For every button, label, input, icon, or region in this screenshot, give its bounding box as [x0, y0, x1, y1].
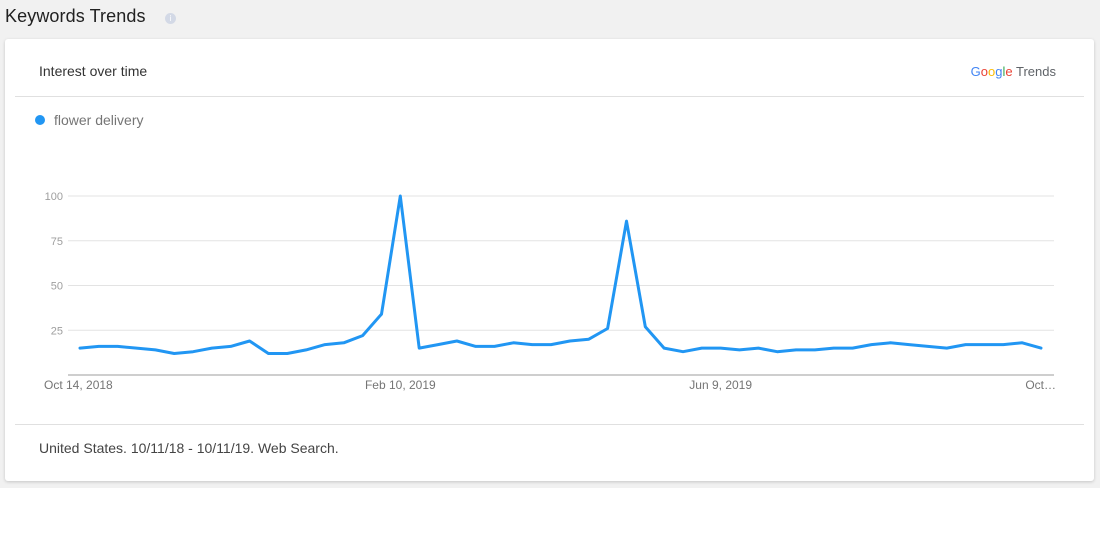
footer-divider: [15, 424, 1084, 425]
card-title: Interest over time: [39, 63, 148, 79]
legend-marker: [35, 115, 45, 125]
series-line-flower-delivery: [78, 194, 1043, 355]
y-tick-label: 25: [51, 325, 63, 337]
header-divider: [15, 96, 1084, 97]
google-letter: o: [980, 64, 989, 79]
google-letter: e: [1005, 64, 1013, 79]
y-tick-label: 50: [51, 281, 63, 293]
x-tick-label: Jun 9, 2019: [689, 378, 752, 392]
google-letter: o: [988, 64, 996, 79]
chart-legend: flower delivery: [35, 112, 143, 128]
footer-text: United States. 10/11/18 - 10/11/19. Web …: [39, 440, 339, 456]
y-tick-label: 75: [51, 236, 63, 248]
legend-label: flower delivery: [54, 112, 144, 128]
google-letter: G: [970, 64, 981, 79]
info-icon[interactable]: i: [165, 13, 176, 24]
interest-over-time-chart: 25 50 75 100 Oct 14, 2018 Feb 10, 2019 Jun 9, …: [44, 191, 1056, 392]
section-title: Keywords Trends: [5, 6, 146, 26]
x-tick-label: Oct 14, 2018: [44, 378, 113, 392]
trends-card: Interest over time Google Trends flower …: [5, 39, 1094, 481]
google-trends-logo[interactable]: Google Trends: [971, 64, 1056, 79]
google-letter: l: [1002, 64, 1006, 79]
x-tick-label: Feb 10, 2019: [365, 378, 436, 392]
y-tick-label: 100: [45, 191, 63, 203]
trends-wordmark: Trends: [1016, 64, 1056, 79]
google-letter: g: [995, 64, 1003, 79]
x-tick-label: Oct…: [1025, 378, 1056, 392]
google-wordmark: Google: [971, 64, 1013, 79]
